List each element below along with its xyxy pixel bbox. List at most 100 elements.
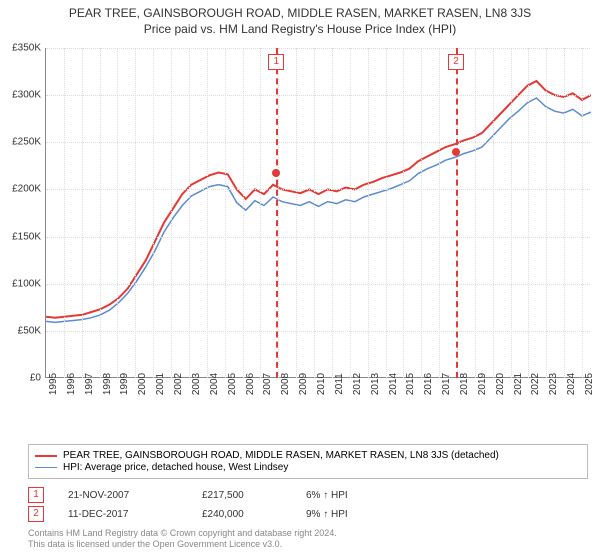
- gridline-h: [46, 142, 590, 143]
- gridline-v: [82, 48, 83, 378]
- x-axis-label: 2014: [388, 373, 399, 395]
- x-axis-label: 2021: [513, 373, 524, 395]
- gridline-h: [46, 331, 590, 332]
- gridline-v: [439, 48, 440, 378]
- gridline-v: [350, 48, 351, 378]
- x-axis-label: 2010: [316, 373, 327, 395]
- y-axis-label: £50K: [1, 325, 41, 336]
- x-axis-label: 1995: [48, 373, 59, 395]
- x-axis-label: 2000: [137, 373, 148, 395]
- sale-date: 11-DEC-2017: [68, 509, 178, 520]
- gridline-v: [528, 48, 529, 378]
- x-axis-label: 2020: [495, 373, 506, 395]
- marker-badge-icon: 2: [448, 54, 464, 70]
- marker-dot-icon: [272, 169, 280, 177]
- x-axis-label: 2017: [441, 373, 452, 395]
- sale-price: £217,500: [202, 490, 282, 501]
- footer-attribution: Contains HM Land Registry data © Crown c…: [28, 528, 337, 551]
- y-axis-label: £250K: [1, 137, 41, 148]
- gridline-v: [243, 48, 244, 378]
- y-axis-label: £200K: [1, 184, 41, 195]
- legend: PEAR TREE, GAINSBOROUGH ROAD, MIDDLE RAS…: [28, 444, 588, 479]
- x-axis-label: 2024: [566, 373, 577, 395]
- marker-badge-icon: 1: [28, 487, 44, 503]
- marker-line: [276, 48, 278, 378]
- x-axis-label: 2002: [173, 373, 184, 395]
- x-axis-label: 2015: [405, 373, 416, 395]
- chart-container: PEAR TREE, GAINSBOROUGH ROAD, MIDDLE RAS…: [0, 0, 600, 560]
- gridline-v: [368, 48, 369, 378]
- series-line-property: [46, 81, 591, 318]
- sale-delta: 9% ↑ HPI: [306, 509, 396, 520]
- plot-region: 12: [45, 48, 590, 378]
- gridline-v: [135, 48, 136, 378]
- chart-svg: [46, 48, 591, 378]
- x-axis-label: 1996: [66, 373, 77, 395]
- title-subtitle: Price paid vs. HM Land Registry's House …: [0, 22, 600, 36]
- x-axis-label: 2012: [352, 373, 363, 395]
- gridline-v: [403, 48, 404, 378]
- sale-delta: 6% ↑ HPI: [306, 490, 396, 501]
- x-axis-label: 2007: [262, 373, 273, 395]
- table-row: 2 11-DEC-2017 £240,000 9% ↑ HPI: [28, 506, 588, 522]
- y-axis-label: £0: [1, 373, 41, 384]
- gridline-v: [332, 48, 333, 378]
- sale-date: 21-NOV-2007: [68, 490, 178, 501]
- x-axis-label: 1997: [84, 373, 95, 395]
- legend-label: HPI: Average price, detached house, West…: [63, 462, 288, 473]
- x-axis-label: 2019: [477, 373, 488, 395]
- gridline-h: [46, 284, 590, 285]
- legend-item: HPI: Average price, detached house, West…: [35, 462, 581, 473]
- marker-dot-icon: [452, 148, 460, 156]
- gridline-h: [46, 237, 590, 238]
- gridline-v: [386, 48, 387, 378]
- x-axis-label: 2023: [548, 373, 559, 395]
- gridline-v: [207, 48, 208, 378]
- legend-label: PEAR TREE, GAINSBOROUGH ROAD, MIDDLE RAS…: [63, 450, 499, 461]
- gridline-v: [64, 48, 65, 378]
- legend-item: PEAR TREE, GAINSBOROUGH ROAD, MIDDLE RAS…: [35, 450, 581, 461]
- chart-area: 12 £0£50K£100K£150K£200K£250K£300K£350K1…: [45, 48, 590, 408]
- gridline-v: [582, 48, 583, 378]
- gridline-v: [189, 48, 190, 378]
- x-axis-label: 2005: [227, 373, 238, 395]
- gridline-v: [493, 48, 494, 378]
- x-axis-label: 2022: [530, 373, 541, 395]
- x-axis-label: 2001: [155, 373, 166, 395]
- title-block: PEAR TREE, GAINSBOROUGH ROAD, MIDDLE RAS…: [0, 0, 600, 36]
- gridline-v: [546, 48, 547, 378]
- gridline-h: [46, 95, 590, 96]
- gridline-h: [46, 48, 590, 49]
- x-axis-label: 2008: [280, 373, 291, 395]
- legend-swatch: [35, 467, 57, 468]
- x-axis-label: 2009: [298, 373, 309, 395]
- y-axis-label: £100K: [1, 278, 41, 289]
- x-axis-label: 2013: [370, 373, 381, 395]
- gridline-v: [421, 48, 422, 378]
- gridline-v: [564, 48, 565, 378]
- gridline-v: [260, 48, 261, 378]
- marker-line: [456, 48, 458, 378]
- gridline-v: [314, 48, 315, 378]
- x-axis-label: 1999: [119, 373, 130, 395]
- y-axis-label: £300K: [1, 90, 41, 101]
- y-axis-label: £150K: [1, 231, 41, 242]
- gridline-v: [511, 48, 512, 378]
- x-axis-label: 1998: [102, 373, 113, 395]
- legend-swatch: [35, 455, 57, 457]
- footer-line: This data is licensed under the Open Gov…: [28, 539, 337, 550]
- table-row: 1 21-NOV-2007 £217,500 6% ↑ HPI: [28, 487, 588, 503]
- gridline-v: [117, 48, 118, 378]
- footer-line: Contains HM Land Registry data © Crown c…: [28, 528, 337, 539]
- gridline-h: [46, 189, 590, 190]
- sales-table: 1 21-NOV-2007 £217,500 6% ↑ HPI 2 11-DEC…: [28, 484, 588, 525]
- sale-price: £240,000: [202, 509, 282, 520]
- x-axis-label: 2003: [191, 373, 202, 395]
- gridline-v: [475, 48, 476, 378]
- y-axis-label: £350K: [1, 43, 41, 54]
- x-axis-label: 2011: [334, 373, 345, 395]
- x-axis-label: 2006: [245, 373, 256, 395]
- gridline-v: [100, 48, 101, 378]
- gridline-v: [296, 48, 297, 378]
- gridline-v: [225, 48, 226, 378]
